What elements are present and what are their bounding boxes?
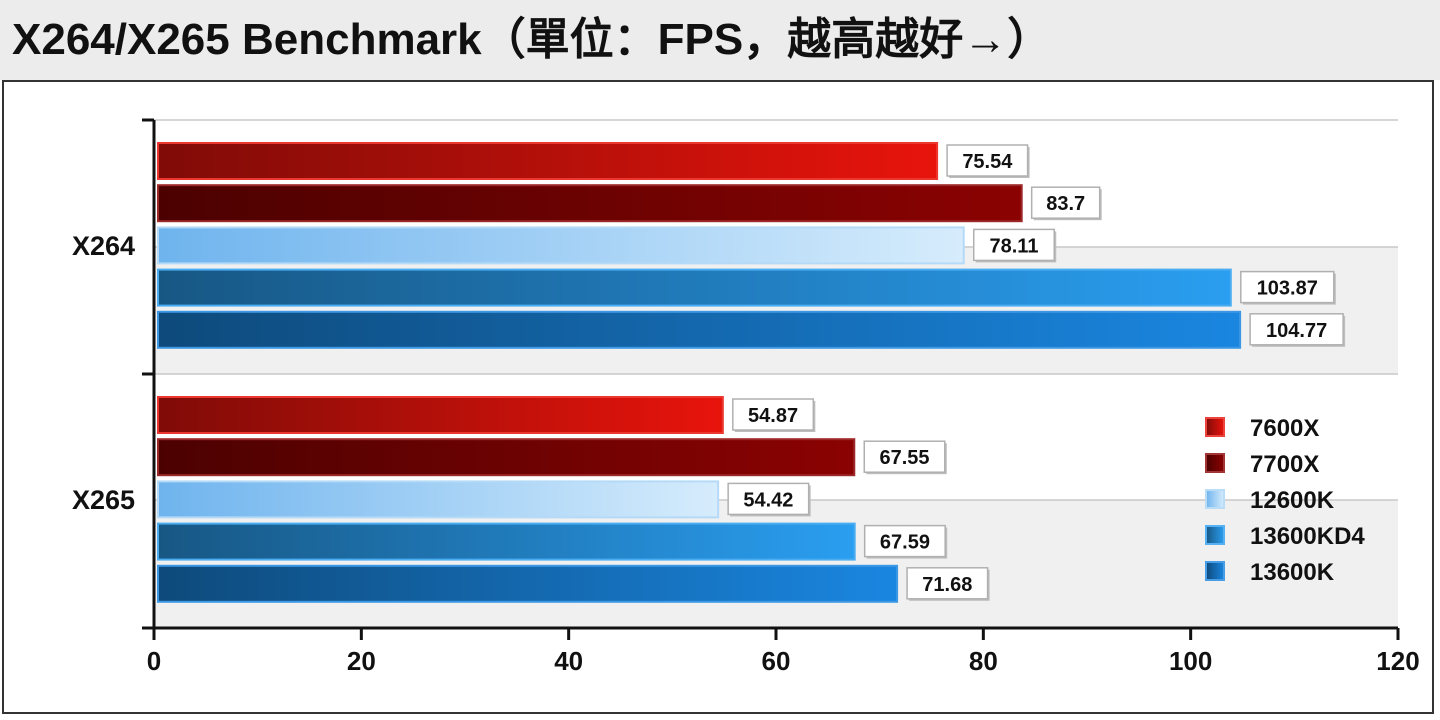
bar-x265-7600x [157,396,724,434]
value-label-box [906,567,989,600]
axes: X264 X265 0 20 40 60 80 100 120 [72,118,1420,676]
value-label: 67.55 [879,447,929,469]
legend-swatch-13600k [1205,561,1225,581]
bar-x265-12600k [157,480,720,519]
value-label: 54.87 [748,405,798,427]
chart-title: X264/X265 Benchmark（單位：FPS，越高越好→） [12,15,1052,64]
value-labels: 75.54 83.7 78.11 103.87 104.77 54.87 67.55 54.4… [727,144,1346,601]
value-label: 71.68 [922,574,972,596]
category-label-x265: X265 [72,485,135,515]
value-label: 103.87 [1257,278,1318,300]
value-label: 54.42 [743,489,793,511]
x-tick-label: 100 [1169,646,1212,676]
value-label-box [863,440,946,473]
x-tick-label: 60 [762,646,791,676]
bar-x265-13600kd4 [157,522,856,561]
value-label-box [972,228,1055,262]
bar-x264-13600kd4 [157,268,1232,307]
bar-x264-13600k [157,310,1242,349]
value-label-box [1030,186,1101,219]
value-label-box [946,144,1029,177]
bar-x265-7700x [157,438,856,477]
x-tick-label: 20 [347,646,376,676]
legend-swatch-13600kd4 [1205,525,1225,545]
legend-label-12600k: 12600K [1250,487,1335,514]
bar-x265-13600k [157,564,899,603]
value-label-box [732,398,815,431]
title-bar: X264/X265 Benchmark（單位：FPS，越高越好→） [0,0,1440,80]
category-bands [154,247,1398,628]
value-label: 75.54 [962,151,1013,173]
value-label-box [1240,270,1335,304]
band-shade [154,247,1398,374]
value-label: 104.77 [1266,320,1327,342]
category-label-x264: X264 [72,231,135,261]
legend-label-13600k: 13600K [1250,559,1335,586]
value-label: 78.11 [990,235,1039,257]
value-label-box [863,524,946,558]
legend-swatch-7700x [1205,453,1225,473]
bars [157,142,1242,603]
legend-label-13600kd4: 13600KD4 [1250,523,1365,550]
value-label: 83.7 [1046,193,1085,215]
x-tick-label: 0 [147,646,161,676]
legend-label-7700x: 7700X [1250,451,1319,478]
legend-swatch-7600x [1205,417,1225,437]
legend-label-7600x: 7600X [1250,415,1319,442]
x-tick-label: 80 [969,646,998,676]
value-label-box [1249,313,1344,346]
legend-swatch-12600k [1205,489,1225,509]
value-label: 67.59 [880,532,930,554]
bar-x264-12600k [157,226,965,265]
bar-x264-7600x [157,142,939,180]
bar-x264-7700x [157,184,1023,223]
value-label-box [727,482,810,516]
legend: 7600X 7700X 12600K 13600KD4 13600K [1205,415,1365,586]
band-shade [154,500,1398,628]
x-tick-label: 40 [554,646,583,676]
x-tick-label: 120 [1376,646,1419,676]
